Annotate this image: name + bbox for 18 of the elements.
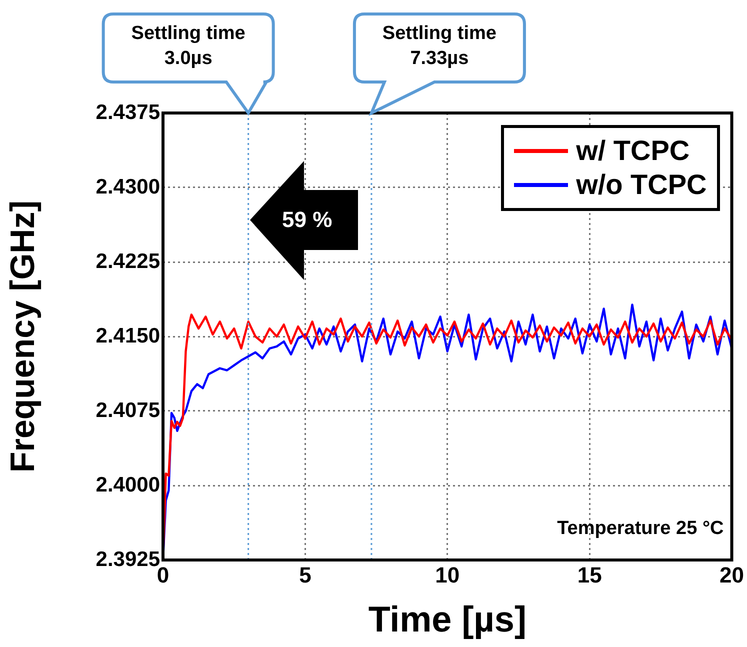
x-tick-label: 15 [577, 562, 602, 588]
legend-label: w/o TCPC [576, 168, 707, 202]
y-tick-label: 2.4000 [96, 473, 160, 496]
y-tick-label: 2.4075 [96, 398, 160, 422]
annotation: 59 % [282, 207, 332, 233]
y-tick-label: 2.4225 [96, 250, 160, 273]
ref-line-label: Settling time 3.0µs [130, 22, 246, 71]
y-tick-label: 2.4150 [96, 324, 160, 348]
annotation: Temperature 25 °C [557, 518, 724, 540]
y-axis-title: Frequency [GHz] [4, 200, 42, 473]
y-tick-label: 2.4300 [96, 175, 160, 198]
x-tick-label: 20 [720, 562, 744, 588]
legend-label: w/ TCPC [576, 134, 690, 168]
y-tick-label: 2.4375 [96, 100, 160, 124]
ref-line-label: Settling time 7.33µs [381, 22, 498, 71]
x-axis-title: Time [µs] [368, 598, 526, 640]
x-tick-label: 5 [299, 562, 312, 588]
x-tick-label: 10 [435, 562, 460, 588]
